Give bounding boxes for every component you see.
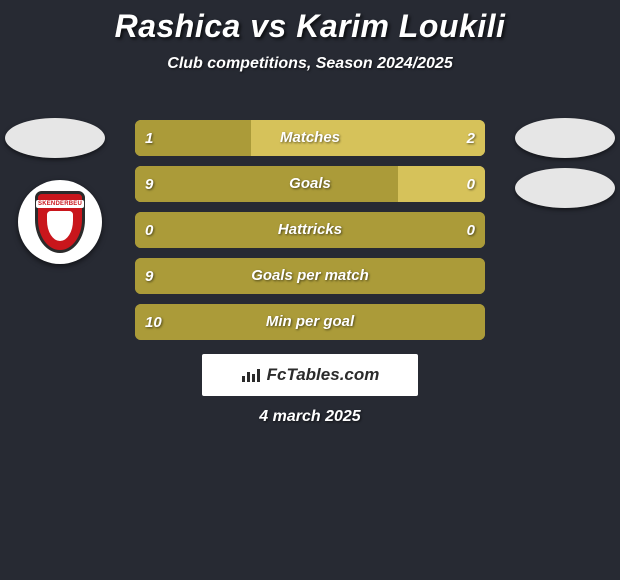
watermark: FcTables.com [202,354,418,396]
stat-left-segment: 9 [135,258,475,294]
watermark-text: FcTables.com [267,365,380,385]
player-right-photo [515,118,615,158]
stat-row: 00Hattricks [135,212,485,248]
club-shield-icon: SKENDERBEU [35,191,85,253]
stat-right-value: 0 [467,176,475,193]
stat-left-segment: 9 [135,166,398,202]
stat-left-segment: 1 [135,120,251,156]
stat-row: 12Matches [135,120,485,156]
comparison-card: { "header": { "title": "Rashica vs Karim… [0,0,620,580]
stat-right-segment: 0 [398,166,486,202]
stat-row: 10Min per goal [135,304,485,340]
stat-right-segment [475,304,485,340]
stat-right-segment: 2 [251,120,486,156]
footer-date: 4 march 2025 [0,408,620,426]
stat-left-value: 0 [145,222,153,239]
player-left-club-badge: SKENDERBEU [18,180,102,264]
stat-left-segment: 10 [135,304,475,340]
stat-left-value: 1 [145,130,153,147]
stat-right-segment: 0 [310,212,485,248]
stat-row: 90Goals [135,166,485,202]
stat-left-value: 9 [145,176,153,193]
stat-left-value: 10 [145,314,162,331]
stat-row: 9Goals per match [135,258,485,294]
stat-right-segment [475,258,485,294]
player-right-club-badge [515,168,615,208]
stat-left-value: 9 [145,268,153,285]
page-title: Rashica vs Karim Loukili [0,0,620,45]
stat-right-value: 2 [467,130,475,147]
stats-bar-chart: 12Matches90Goals00Hattricks9Goals per ma… [135,120,485,350]
subtitle: Club competitions, Season 2024/2025 [0,55,620,73]
right-player-column [510,118,620,218]
club-badge-text: SKENDERBEU [36,200,84,208]
player-left-photo [5,118,105,158]
stat-left-segment: 0 [135,212,310,248]
left-player-column [0,118,110,168]
stat-right-value: 0 [467,222,475,239]
bar-chart-icon [241,367,261,383]
